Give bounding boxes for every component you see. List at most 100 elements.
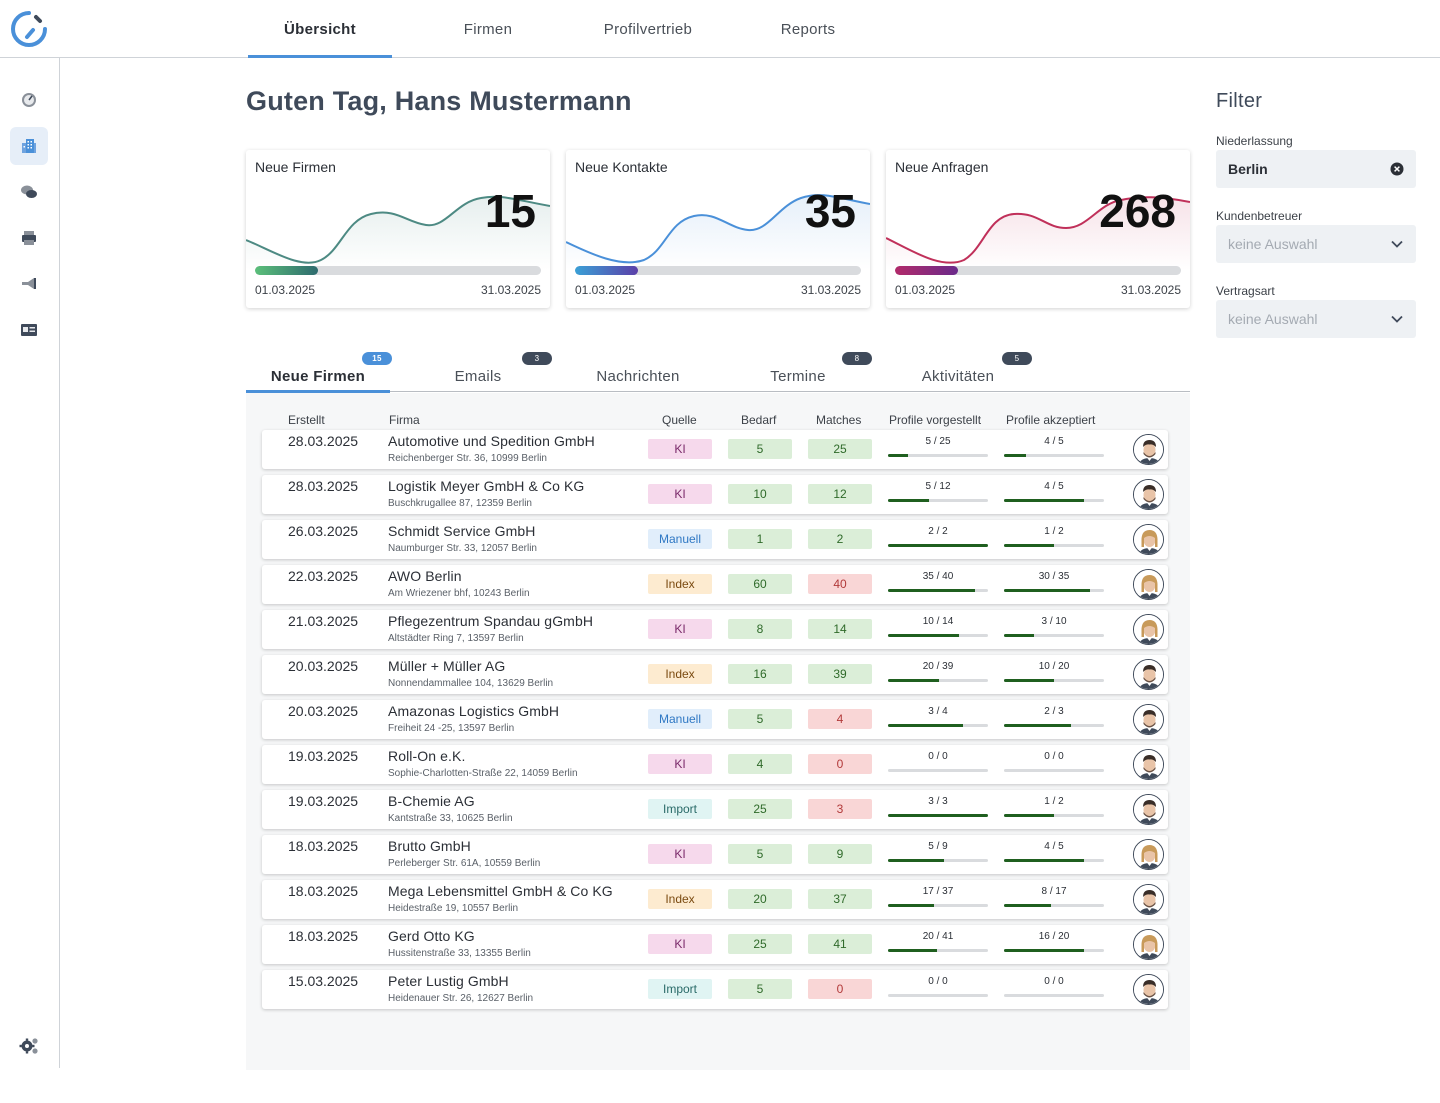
- tab-new-companies[interactable]: Neue Firmen 15: [246, 350, 392, 393]
- row-matches-badge[interactable]: 2: [808, 529, 872, 549]
- accepted-count: 0 / 0: [1044, 751, 1064, 762]
- tab-label: Nachrichten: [596, 368, 680, 385]
- app-logo[interactable]: [10, 10, 48, 48]
- row-source-badge: KI: [648, 844, 712, 864]
- row-company-name[interactable]: Mega Lebensmittel GmbH & Co KG: [388, 883, 613, 899]
- header-profiles-accepted[interactable]: Profile akzeptiert: [1006, 413, 1096, 427]
- advisor-select[interactable]: keine Auswahl: [1216, 225, 1416, 263]
- kpi-card[interactable]: Neue Firmen 15 01.03.2025 31.03.2025: [246, 150, 550, 308]
- row-matches-badge[interactable]: 41: [808, 934, 872, 954]
- row-company-name[interactable]: Brutto GmbH: [388, 838, 471, 854]
- contact-card-icon: [21, 324, 37, 336]
- row-company-name[interactable]: Logistik Meyer GmbH & Co KG: [388, 478, 585, 494]
- tab-messages[interactable]: Nachrichten: [566, 350, 710, 392]
- table-row[interactable]: 18.03.2025 Brutto GmbH Perleberger Str. …: [262, 835, 1168, 874]
- avatar[interactable]: [1133, 929, 1164, 960]
- table-row[interactable]: 15.03.2025 Peter Lustig GmbH Heidenauer …: [262, 970, 1168, 1009]
- nav-tab-companies[interactable]: Firmen: [463, 20, 513, 38]
- row-company-name[interactable]: Roll-On e.K.: [388, 748, 466, 764]
- presented-track: [888, 769, 988, 772]
- chat-icon: [21, 185, 37, 198]
- sidebar-item-campaigns[interactable]: [10, 265, 48, 303]
- avatar[interactable]: [1133, 704, 1164, 735]
- table-row[interactable]: 19.03.2025 Roll-On e.K. Sophie-Charlotte…: [262, 745, 1168, 784]
- header-created[interactable]: Erstellt: [288, 413, 325, 427]
- sidebar-item-contacts[interactable]: [10, 311, 48, 349]
- contract-select[interactable]: keine Auswahl: [1216, 300, 1416, 338]
- sidebar-item-companies[interactable]: [10, 127, 48, 165]
- table-row[interactable]: 21.03.2025 Pflegezentrum Spandau gGmbH A…: [262, 610, 1168, 649]
- avatar[interactable]: [1133, 434, 1164, 465]
- header-demand[interactable]: Bedarf: [741, 413, 777, 427]
- row-company-name[interactable]: B-Chemie AG: [388, 793, 475, 809]
- row-matches-badge[interactable]: 9: [808, 844, 872, 864]
- row-company-address: Heidestraße 19, 10557 Berlin: [388, 903, 519, 914]
- row-company-name[interactable]: Pflegezentrum Spandau gGmbH: [388, 613, 594, 629]
- row-matches-badge[interactable]: 12: [808, 484, 872, 504]
- tab-activities[interactable]: Aktivitäten 5: [886, 350, 1032, 392]
- row-matches-badge[interactable]: 3: [808, 799, 872, 819]
- activity-tabs: Neue Firmen 15 Emails 3 Nachrichten Term…: [246, 350, 1190, 393]
- avatar[interactable]: [1133, 614, 1164, 645]
- table-row[interactable]: 20.03.2025 Amazonas Logistics GmbH Freih…: [262, 700, 1168, 739]
- row-company-name[interactable]: Amazonas Logistics GmbH: [388, 703, 560, 719]
- row-accepted-progress: 4 / 5: [1004, 835, 1104, 874]
- avatar[interactable]: [1133, 749, 1164, 780]
- table-row[interactable]: 18.03.2025 Mega Lebensmittel GmbH & Co K…: [262, 880, 1168, 919]
- sidebar-item-dashboard[interactable]: [10, 81, 48, 119]
- table-row[interactable]: 26.03.2025 Schmidt Service GmbH Naumburg…: [262, 520, 1168, 559]
- table-row[interactable]: 18.03.2025 Gerd Otto KG Hussitenstraße 3…: [262, 925, 1168, 964]
- header-profiles-presented[interactable]: Profile vorgestellt: [889, 413, 982, 427]
- sidebar-item-print[interactable]: [10, 219, 48, 257]
- row-matches-badge[interactable]: 0: [808, 979, 872, 999]
- row-matches-badge[interactable]: 40: [808, 574, 872, 594]
- avatar[interactable]: [1133, 794, 1164, 825]
- row-matches-badge[interactable]: 14: [808, 619, 872, 639]
- row-company-name[interactable]: Peter Lustig GmbH: [388, 973, 509, 989]
- kpi-card[interactable]: Neue Anfragen 268 01.03.2025 31.03.2025: [886, 150, 1190, 308]
- nav-tab-profile-sales[interactable]: Profilvertrieb: [603, 20, 693, 38]
- avatar[interactable]: [1133, 884, 1164, 915]
- nav-tab-reports[interactable]: Reports: [780, 20, 836, 38]
- row-matches-badge[interactable]: 0: [808, 754, 872, 774]
- accepted-track: [1004, 499, 1104, 502]
- accepted-track: [1004, 814, 1104, 817]
- avatar[interactable]: [1133, 569, 1164, 600]
- avatar[interactable]: [1133, 659, 1164, 690]
- row-company-name[interactable]: AWO Berlin: [388, 568, 462, 584]
- avatar[interactable]: [1133, 524, 1164, 555]
- accepted-track: [1004, 679, 1104, 682]
- row-company-name[interactable]: Schmidt Service GmbH: [388, 523, 536, 539]
- row-company-address: Kantstraße 33, 10625 Berlin: [388, 813, 513, 824]
- row-company-address: Am Wriezener bhf, 10243 Berlin: [388, 588, 530, 599]
- row-matches-badge[interactable]: 4: [808, 709, 872, 729]
- header-matches[interactable]: Matches: [816, 413, 862, 427]
- sidebar-item-messages[interactable]: [10, 173, 48, 211]
- row-company-name[interactable]: Automotive und Spedition GmbH: [388, 433, 595, 449]
- row-company-name[interactable]: Gerd Otto KG: [388, 928, 475, 944]
- building-icon: [22, 139, 36, 153]
- branch-select[interactable]: Berlin: [1216, 150, 1416, 188]
- table-row[interactable]: 19.03.2025 B-Chemie AG Kantstraße 33, 10…: [262, 790, 1168, 829]
- presented-track: [888, 634, 988, 637]
- nav-tab-overview[interactable]: Übersicht: [248, 0, 392, 58]
- advisor-placeholder: keine Auswahl: [1228, 236, 1318, 252]
- avatar[interactable]: [1133, 974, 1164, 1005]
- header-company[interactable]: Firma: [389, 413, 420, 427]
- row-company-name[interactable]: Müller + Müller AG: [388, 658, 506, 674]
- table-row[interactable]: 28.03.2025 Logistik Meyer GmbH & Co KG B…: [262, 475, 1168, 514]
- row-matches-badge[interactable]: 25: [808, 439, 872, 459]
- avatar[interactable]: [1133, 839, 1164, 870]
- table-row[interactable]: 20.03.2025 Müller + Müller AG Nonnendamm…: [262, 655, 1168, 694]
- header-source[interactable]: Quelle: [662, 413, 697, 427]
- table-row[interactable]: 28.03.2025 Automotive und Spedition GmbH…: [262, 430, 1168, 469]
- kpi-card[interactable]: Neue Kontakte 35 01.03.2025 31.03.2025: [566, 150, 870, 308]
- table-row[interactable]: 22.03.2025 AWO Berlin Am Wriezener bhf, …: [262, 565, 1168, 604]
- row-matches-badge[interactable]: 39: [808, 664, 872, 684]
- tab-emails[interactable]: Emails 3: [406, 350, 552, 392]
- settings-icon[interactable]: [18, 1035, 40, 1057]
- avatar[interactable]: [1133, 479, 1164, 510]
- clear-icon[interactable]: [1390, 162, 1404, 176]
- row-matches-badge[interactable]: 37: [808, 889, 872, 909]
- tab-appointments[interactable]: Termine 8: [726, 350, 872, 392]
